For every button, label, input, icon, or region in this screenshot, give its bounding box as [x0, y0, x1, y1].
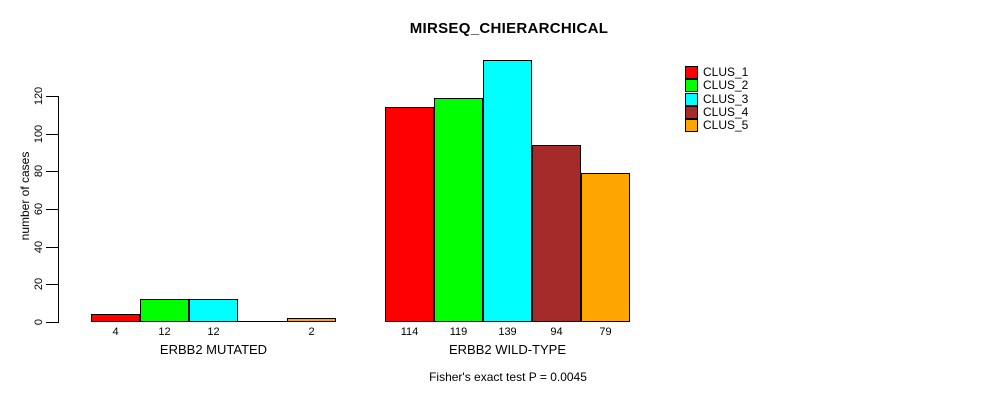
bar-clus_1-group1 [91, 314, 140, 322]
bar-value-label: 12 [207, 326, 220, 338]
legend-item-clus_2: CLUS_2 [685, 78, 749, 93]
bar-clus_3-group1 [189, 299, 238, 322]
legend-label: CLUS_3 [703, 91, 749, 106]
bar-clus_4-group2 [532, 145, 581, 322]
fisher-test-annotation: Fisher's exact test P = 0.0045 [429, 370, 587, 384]
legend-label: CLUS_2 [703, 78, 749, 93]
y-axis-tick-label: 40 [33, 240, 45, 253]
y-axis-tick [46, 246, 58, 248]
y-axis-tick-label: 60 [33, 202, 45, 216]
bar-value-label: 94 [550, 326, 563, 338]
bar-clus_1-group2 [385, 107, 434, 322]
legend-swatch-clus_3 [685, 92, 698, 106]
bar-value-label: 4 [112, 326, 119, 338]
y-axis-tick [46, 96, 58, 97]
y-axis-title: number of cases [18, 151, 32, 241]
bar-clus_3-group2 [483, 60, 532, 322]
y-axis-tick-label: 0 [33, 318, 45, 326]
y-axis-tick [46, 133, 58, 135]
legend-item-clus_1: CLUS_1 [685, 65, 749, 80]
bar-clus_2-group1 [140, 299, 189, 322]
legend-swatch-clus_5 [685, 119, 698, 133]
bar-clus_5-group1 [287, 318, 336, 322]
bar-clus_4-group1-zero [238, 321, 287, 322]
y-axis-tick-label: 120 [33, 86, 45, 106]
legend-label: CLUS_1 [703, 65, 749, 80]
x-axis-group-label: ERBB2 MUTATED [159, 342, 268, 357]
bar-value-label: 2 [308, 326, 315, 338]
bar-value-label: 114 [400, 326, 419, 338]
y-axis-tick-label: 80 [33, 165, 45, 178]
legend: CLUS_1 CLUS_2 CLUS_3 CLUS_4 CLUS_5 [685, 65, 749, 133]
legend-item-clus_3: CLUS_3 [685, 91, 749, 106]
bar-value-label: 139 [498, 326, 517, 338]
y-axis-tick [46, 209, 58, 210]
bar-value-label: 119 [449, 326, 468, 338]
y-axis-tick [46, 171, 58, 173]
y-axis-tick [46, 322, 58, 323]
legend-label: CLUS_4 [703, 105, 749, 120]
legend-item-clus_4: CLUS_4 [685, 105, 749, 120]
y-axis-line [58, 96, 59, 323]
chart-title: MIRSEQ_CHIERARCHICAL [409, 20, 609, 37]
y-axis-tick-label: 100 [33, 124, 45, 143]
legend-swatch-clus_1 [685, 66, 698, 80]
x-axis-group-label: ERBB2 WILD-TYPE [448, 342, 567, 357]
legend-item-clus_5: CLUS_5 [685, 118, 749, 133]
legend-swatch-clus_2 [685, 79, 698, 93]
bar-value-label: 12 [158, 326, 171, 338]
legend-swatch-clus_4 [685, 106, 698, 120]
y-axis-tick [46, 284, 58, 286]
y-axis-tick-label: 20 [33, 278, 45, 291]
legend-label: CLUS_5 [703, 118, 749, 133]
bar-value-label: 79 [599, 326, 612, 338]
bar-clus_5-group2 [581, 173, 630, 322]
bar-clus_2-group2 [434, 98, 483, 322]
